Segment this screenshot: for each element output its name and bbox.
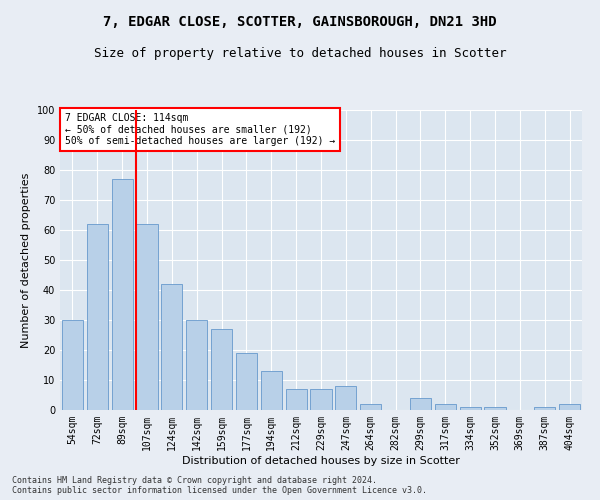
Bar <box>310 389 332 410</box>
X-axis label: Distribution of detached houses by size in Scotter: Distribution of detached houses by size … <box>182 456 460 466</box>
Bar <box>211 329 232 410</box>
Bar <box>112 179 133 410</box>
Bar <box>286 389 307 410</box>
Bar <box>460 407 481 410</box>
Text: Size of property relative to detached houses in Scotter: Size of property relative to detached ho… <box>94 48 506 60</box>
Text: Contains HM Land Registry data © Crown copyright and database right 2024.
Contai: Contains HM Land Registry data © Crown c… <box>12 476 427 495</box>
Bar <box>87 224 108 410</box>
Bar <box>410 398 431 410</box>
Bar <box>261 371 282 410</box>
Bar <box>186 320 207 410</box>
Bar <box>335 386 356 410</box>
Bar <box>360 404 381 410</box>
Bar <box>559 404 580 410</box>
Bar <box>161 284 182 410</box>
Bar <box>484 407 506 410</box>
Bar <box>62 320 83 410</box>
Bar <box>435 404 456 410</box>
Bar <box>136 224 158 410</box>
Bar <box>534 407 555 410</box>
Text: 7, EDGAR CLOSE, SCOTTER, GAINSBOROUGH, DN21 3HD: 7, EDGAR CLOSE, SCOTTER, GAINSBOROUGH, D… <box>103 15 497 29</box>
Y-axis label: Number of detached properties: Number of detached properties <box>21 172 31 348</box>
Text: 7 EDGAR CLOSE: 114sqm
← 50% of detached houses are smaller (192)
50% of semi-det: 7 EDGAR CLOSE: 114sqm ← 50% of detached … <box>65 113 335 146</box>
Bar <box>236 353 257 410</box>
